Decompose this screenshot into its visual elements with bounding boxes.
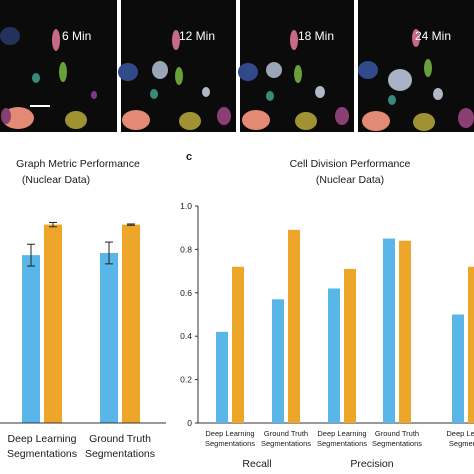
nucleus xyxy=(32,73,40,83)
nucleus xyxy=(266,62,282,78)
bar xyxy=(328,288,340,423)
nucleus xyxy=(433,88,443,100)
group-label: Recall xyxy=(242,458,271,470)
panel-divider xyxy=(354,0,358,132)
nucleus xyxy=(290,30,298,50)
nucleus xyxy=(388,69,412,91)
nucleus xyxy=(266,91,274,101)
bar xyxy=(22,255,40,423)
nucleus xyxy=(122,110,150,130)
bar xyxy=(100,252,118,423)
nucleus xyxy=(412,29,420,47)
bar xyxy=(288,229,300,423)
chart-subtitle: (Nuclear Data) xyxy=(316,174,384,186)
bar xyxy=(344,268,356,423)
time-label: 24 Min xyxy=(415,29,451,43)
chart-title: Graph Metric Performance xyxy=(16,158,140,170)
nucleus xyxy=(52,29,60,51)
category-label: Segmentations xyxy=(261,439,311,448)
scale-bar xyxy=(30,105,50,107)
nucleus xyxy=(172,30,180,50)
category-label: Segmentations xyxy=(372,439,422,448)
panel-letter: c xyxy=(186,151,192,163)
time-label: 18 Min xyxy=(298,29,334,43)
bar xyxy=(272,299,284,423)
nucleus xyxy=(91,91,97,99)
bar xyxy=(216,331,228,423)
nucleus xyxy=(152,61,168,79)
y-tick-label: 0.8 xyxy=(180,244,192,254)
category-label: Segmenta xyxy=(449,439,474,448)
bar xyxy=(232,266,244,423)
panel-divider xyxy=(117,0,121,132)
category-label: Segmentations xyxy=(7,448,77,460)
y-tick-label: 0 xyxy=(187,418,192,428)
bar xyxy=(452,314,464,423)
nucleus xyxy=(1,108,11,124)
group-label: Precision xyxy=(350,458,393,470)
nucleus xyxy=(202,87,210,97)
microscopy-frame-12min xyxy=(118,30,231,130)
nucleus xyxy=(424,59,432,77)
category-label: Segmentations xyxy=(317,439,367,448)
chart-title: Cell Division Performance xyxy=(290,158,411,170)
microscopy-strip: 6 Min 12 Min 18 Min 24 Min xyxy=(0,0,474,132)
nucleus xyxy=(294,65,302,83)
nucleus xyxy=(315,86,325,98)
nucleus xyxy=(413,113,435,131)
category-label: Deep Learning xyxy=(205,429,254,438)
category-label: Ground Truth xyxy=(89,433,151,445)
category-label: Segmentations xyxy=(85,448,155,460)
microscopy-frame-24min xyxy=(358,29,474,131)
time-label: 6 Min xyxy=(62,29,91,43)
nucleus xyxy=(118,63,138,81)
y-tick-label: 0.6 xyxy=(180,288,192,298)
category-label: Deep Learn xyxy=(446,429,474,438)
microscopy-frame-18min xyxy=(238,30,349,130)
nucleus xyxy=(150,89,158,99)
panel-c: c Cell Division Performance (Nuclear Dat… xyxy=(180,151,474,470)
panel-b: Graph Metric Performance (Nuclear Data) … xyxy=(0,158,166,460)
bar xyxy=(122,224,140,423)
nucleus xyxy=(458,108,474,128)
nucleus xyxy=(179,112,201,130)
nucleus xyxy=(295,112,317,130)
category-label: Deep Learning xyxy=(317,429,366,438)
nucleus xyxy=(362,111,390,131)
nucleus xyxy=(242,110,270,130)
bar xyxy=(468,266,474,423)
graph-metric-chart: Deep Learning Segmentations Ground Truth Se… xyxy=(0,221,166,460)
microscopy-frame-6min xyxy=(0,27,97,129)
category-label: Deep Learning xyxy=(8,433,77,445)
panel-divider xyxy=(236,0,240,132)
category-label: Segmentations xyxy=(205,439,255,448)
category-label: Ground Truth xyxy=(375,429,419,438)
chart-subtitle: (Nuclear Data) xyxy=(22,174,90,186)
bar xyxy=(44,224,62,423)
nucleus xyxy=(335,107,349,125)
nucleus xyxy=(175,67,183,85)
nucleus xyxy=(238,63,258,81)
time-label: 12 Min xyxy=(179,29,215,43)
y-tick-label: 0.4 xyxy=(180,331,192,341)
y-tick-label: 1.0 xyxy=(180,201,192,211)
bar xyxy=(383,238,395,423)
nucleus xyxy=(358,61,378,79)
category-label: Ground Truth xyxy=(264,429,308,438)
y-tick-label: 0.2 xyxy=(180,375,192,385)
nucleus xyxy=(59,62,67,82)
nucleus xyxy=(388,95,396,105)
bar xyxy=(399,240,411,423)
nucleus xyxy=(217,107,231,125)
nucleus xyxy=(65,111,87,129)
nucleus xyxy=(0,27,20,45)
